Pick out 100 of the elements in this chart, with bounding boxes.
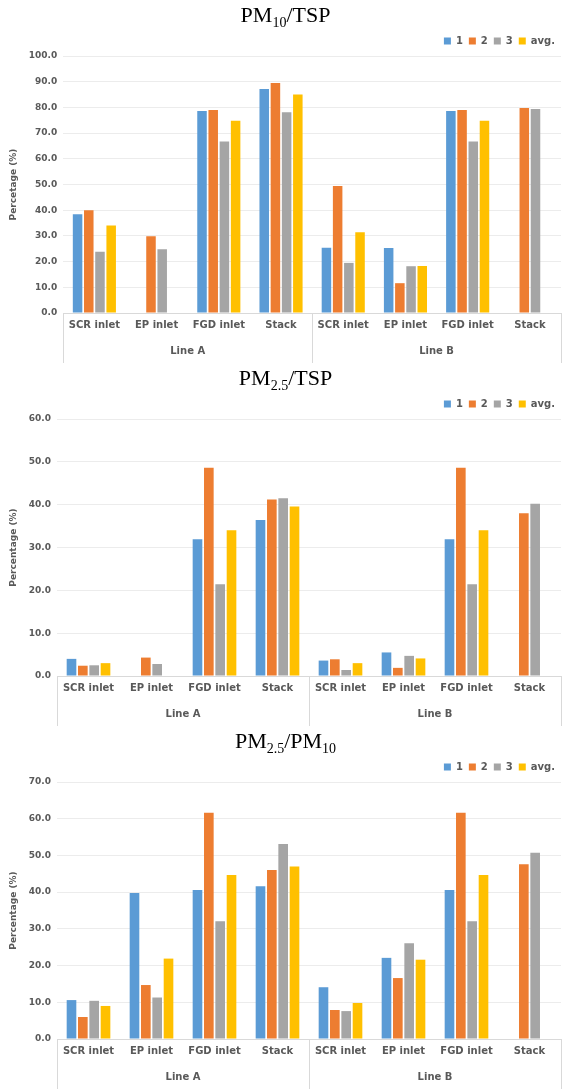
bar <box>66 658 77 676</box>
bar <box>215 921 225 1039</box>
x-tick-label: SCR inlet <box>314 1044 367 1056</box>
y-tick-label: 30.0 <box>28 541 52 552</box>
bar <box>141 657 151 676</box>
x-tick-label: SCR inlet <box>62 681 115 693</box>
text: Line B <box>419 344 454 356</box>
bar <box>219 141 230 313</box>
bar <box>255 520 266 676</box>
bar <box>215 584 225 676</box>
x-tick-label: FGD inlet <box>192 318 246 330</box>
bar <box>66 1000 77 1039</box>
y-axis-title: Percetage (%) <box>7 148 18 221</box>
bar <box>197 111 207 313</box>
y-tick-label: 0.0 <box>35 670 52 681</box>
x-tick-label: Stack <box>514 318 546 330</box>
text: Line B <box>417 707 453 719</box>
x-tick-label: Stack <box>513 1044 546 1056</box>
x-tick-label: SCR inlet <box>314 681 367 693</box>
bar <box>530 503 540 676</box>
bar <box>352 1003 363 1039</box>
legend-label: avg. <box>530 397 556 409</box>
x-tick-label: FGD inlet <box>188 1044 241 1056</box>
legend-label: 1 <box>455 760 463 772</box>
bar <box>467 921 477 1039</box>
x-tick-label: EP inlet <box>129 1044 174 1056</box>
bar <box>230 120 241 313</box>
y-tick-label: 100.0 <box>28 50 58 61</box>
bar <box>330 659 340 676</box>
bar <box>157 249 167 313</box>
bar <box>404 943 414 1039</box>
bar <box>259 88 269 313</box>
y-tick-label: 60.0 <box>28 413 52 424</box>
bar <box>457 109 467 313</box>
bar <box>330 1010 340 1039</box>
bar <box>318 660 329 676</box>
bar <box>89 665 99 676</box>
bar <box>204 467 214 676</box>
text: Line A <box>165 707 201 719</box>
x-tick-label: SCR inlet <box>317 318 370 330</box>
bar <box>226 530 237 676</box>
bar <box>417 265 428 313</box>
x-tick-label: SCR inlet <box>68 318 121 330</box>
bar <box>530 108 541 313</box>
y-tick-label: 30.0 <box>35 230 58 241</box>
text: Line B <box>417 1070 453 1082</box>
x-tick-label: Stack <box>265 318 298 330</box>
bar <box>192 889 203 1039</box>
bar <box>478 530 489 676</box>
bar <box>321 247 332 313</box>
bar <box>95 251 105 313</box>
bar <box>72 214 83 313</box>
legend-label: 3 <box>505 760 513 772</box>
bar <box>446 111 456 313</box>
x-tick-label: Stack <box>261 1044 294 1056</box>
legend-label: 2 <box>480 34 488 46</box>
bar <box>255 886 266 1039</box>
y-axis-title: Percentage (%) <box>7 508 18 587</box>
y-tick-label: 40.0 <box>35 204 58 215</box>
x-tick-label: EP inlet <box>129 681 174 693</box>
x-tick-label: FGD inlet <box>440 1044 493 1056</box>
bar <box>204 812 214 1039</box>
bar <box>100 663 111 676</box>
bar <box>519 107 530 313</box>
text: Line A <box>165 1070 201 1082</box>
bar <box>478 874 489 1039</box>
x-tick-label: EP inlet <box>383 318 428 330</box>
y-tick-label: 50.0 <box>28 849 52 860</box>
bar <box>393 978 403 1039</box>
bar <box>444 889 455 1039</box>
y-tick-label: 0.0 <box>35 1033 52 1044</box>
bar <box>289 506 300 676</box>
bar <box>278 844 288 1039</box>
bar <box>383 247 394 313</box>
y-tick-label: 70.0 <box>35 127 58 138</box>
y-tick-label: 70.0 <box>28 776 52 787</box>
bar <box>318 987 329 1039</box>
bar <box>381 957 392 1039</box>
bar <box>332 186 343 313</box>
y-tick-label: 20.0 <box>28 959 52 970</box>
text: Line A <box>170 344 206 356</box>
x-tick-label: FGD inlet <box>440 681 493 693</box>
bar <box>192 539 203 676</box>
bar <box>404 655 414 676</box>
x-tick-label: FGD inlet <box>188 681 241 693</box>
y-tick-label: 40.0 <box>28 499 52 510</box>
bar <box>352 663 363 676</box>
legend-label: avg. <box>530 34 556 46</box>
x-tick-label: SCR inlet <box>62 1044 115 1056</box>
chart-title: PM$_{2.5}$/TSP <box>237 364 334 394</box>
bar <box>78 665 88 676</box>
bar <box>444 539 455 676</box>
y-axis-title: Percentage (%) <box>7 871 18 950</box>
bar <box>395 283 405 313</box>
bar <box>393 667 403 676</box>
y-tick-label: 80.0 <box>35 101 58 112</box>
bar <box>270 82 281 313</box>
bar <box>278 498 288 676</box>
bar <box>293 94 303 313</box>
x-tick-label: EP inlet <box>381 1044 426 1056</box>
